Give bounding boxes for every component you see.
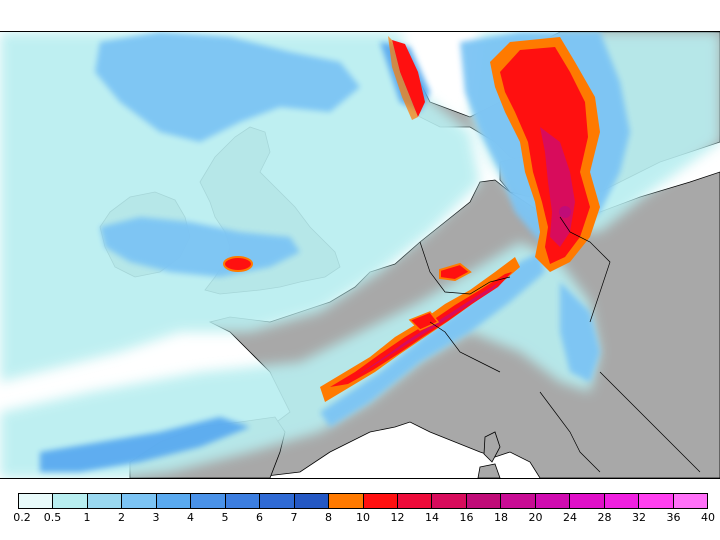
legend-tick-label: 5 bbox=[221, 511, 229, 524]
band-front-core bbox=[355, 282, 500, 377]
legend-tick-label: 18 bbox=[494, 511, 508, 524]
legend-tick-label: 3 bbox=[152, 511, 160, 524]
legend-tick-label: 24 bbox=[563, 511, 577, 524]
legend-tick-label: 16 bbox=[459, 511, 474, 524]
legend-swatch bbox=[570, 494, 605, 508]
legend-tick-label: 20 bbox=[528, 511, 543, 524]
legend-swatch bbox=[191, 494, 226, 508]
legend-swatch bbox=[397, 494, 433, 508]
legend-swatch bbox=[466, 494, 502, 508]
precip-intense bbox=[223, 36, 600, 402]
legend-tick-label: 36 bbox=[666, 511, 681, 524]
color-scale-labels: 0.2 0.5 1 2 3 4 5 6 7 8 10 12 14 16 18 20 24 28 32 36 40 bbox=[13, 511, 715, 527]
legend-tick-label: 28 bbox=[597, 511, 612, 524]
map-canvas bbox=[0, 32, 720, 478]
legend-tick-label: 4 bbox=[187, 511, 194, 524]
legend-swatch bbox=[225, 494, 261, 508]
land-corsica bbox=[483, 431, 501, 463]
legend-tick-label: 40 bbox=[701, 511, 715, 524]
legend-tick-label: 6 bbox=[256, 511, 263, 524]
legend-swatch bbox=[294, 494, 330, 508]
legend-swatch bbox=[535, 494, 571, 508]
land-sardinia bbox=[477, 463, 501, 478]
band-norway-edge bbox=[388, 36, 418, 120]
legend-tick-label: 12 bbox=[390, 511, 405, 524]
legend-tick-label: 1 bbox=[83, 511, 91, 524]
legend-swatch bbox=[604, 494, 640, 508]
legend-swatch bbox=[363, 494, 398, 508]
legend-tick-label: 10 bbox=[356, 511, 370, 524]
legend-swatch bbox=[122, 494, 157, 508]
band-irish-sea bbox=[223, 256, 253, 272]
precipitation-map bbox=[0, 31, 720, 479]
legend-swatch bbox=[53, 494, 88, 508]
band-norway bbox=[392, 40, 425, 117]
legend-tick-label: 8 bbox=[325, 511, 332, 524]
legend-swatch bbox=[260, 494, 295, 508]
legend-swatch bbox=[87, 494, 123, 508]
legend-tick-label: 0.5 bbox=[43, 511, 62, 524]
legend-swatch bbox=[156, 494, 192, 508]
legend-tick-label: 14 bbox=[425, 511, 439, 524]
band-netherlands-2 bbox=[408, 311, 440, 331]
coastlines bbox=[419, 216, 701, 473]
legend-swatch bbox=[501, 494, 536, 508]
legend-swatch bbox=[19, 494, 54, 508]
legend-tick-label: 7 bbox=[290, 511, 298, 524]
legend-tick-label: 32 bbox=[632, 511, 646, 524]
legend-swatch bbox=[432, 494, 467, 508]
band-netherlands bbox=[439, 262, 472, 282]
legend-tick-label: 2 bbox=[118, 511, 125, 524]
baltic-peak bbox=[559, 206, 571, 218]
legend-swatch bbox=[673, 494, 708, 508]
legend-tick-label: 0.2 bbox=[13, 511, 31, 524]
legend-swatch bbox=[639, 494, 674, 508]
color-scale-legend bbox=[18, 493, 708, 509]
legend-swatch bbox=[329, 494, 364, 508]
